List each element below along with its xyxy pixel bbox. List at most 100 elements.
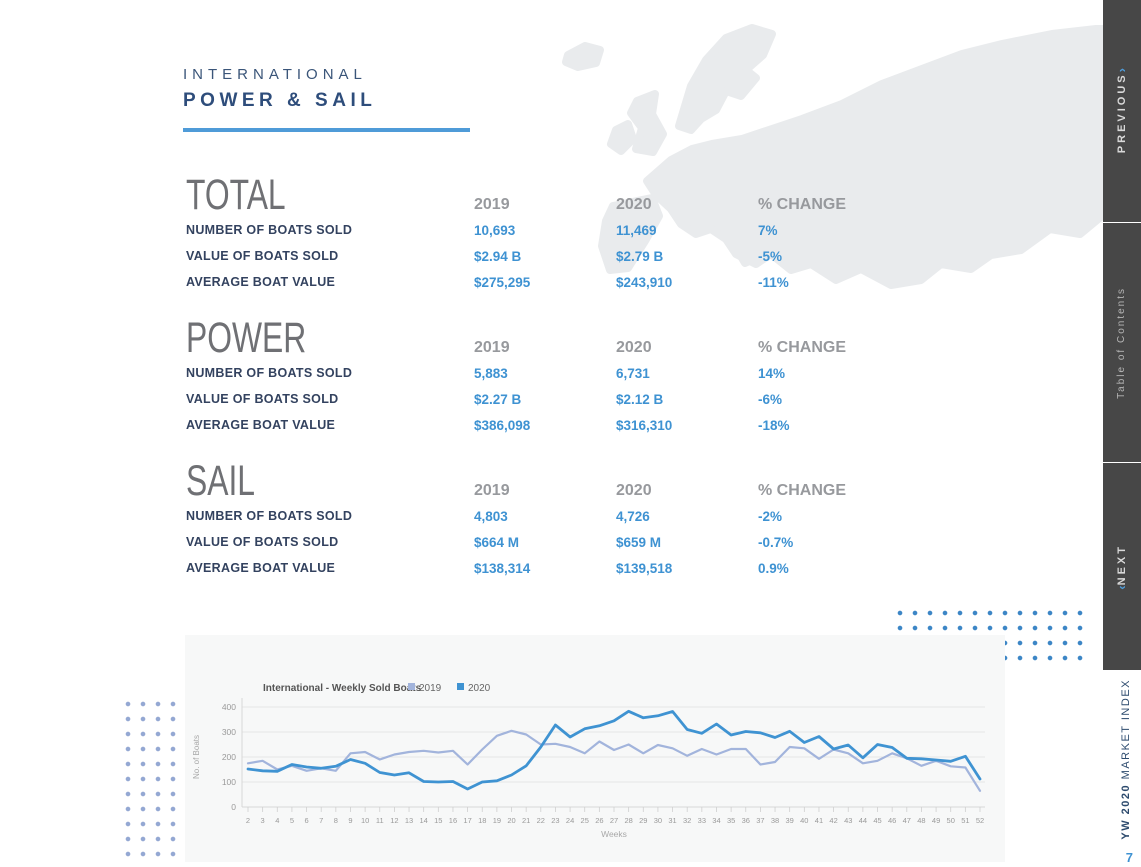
svg-text:46: 46 [888, 816, 896, 825]
value-change: -5% [758, 248, 783, 264]
value-2020: $2.79 B [616, 248, 664, 264]
header-kicker: INTERNATIONAL [183, 66, 367, 83]
svg-text:22: 22 [537, 816, 545, 825]
value-2019: $2.27 B [474, 391, 522, 407]
svg-text:11: 11 [376, 816, 384, 825]
svg-text:43: 43 [844, 816, 852, 825]
value-change: -11% [758, 274, 789, 290]
value-2019: $275,295 [474, 274, 531, 290]
svg-text:14: 14 [420, 816, 428, 825]
next-nav-button[interactable]: ‹NEXT [1103, 463, 1141, 670]
value-2020: 6,731 [616, 365, 650, 381]
report-footer-label: YW 2020 MARKET INDEX [1120, 679, 1132, 840]
map-ireland [607, 120, 637, 155]
page-number: 7 [1125, 850, 1133, 865]
value-2020: $2.12 B [616, 391, 664, 407]
svg-text:8: 8 [334, 816, 338, 825]
value-2020: $243,910 [616, 274, 673, 290]
svg-text:2019: 2019 [419, 683, 442, 694]
svg-text:16: 16 [449, 816, 457, 825]
svg-text:40: 40 [800, 816, 808, 825]
value-2019: $386,098 [474, 417, 531, 433]
next-label: NEXT [1116, 543, 1128, 585]
row-label: AVERAGE BOAT VALUE [186, 561, 336, 575]
map-iceland [562, 42, 604, 71]
svg-text:200: 200 [222, 752, 236, 762]
value-2019: $138,314 [474, 560, 531, 576]
svg-text:36: 36 [742, 816, 750, 825]
value-2020: $659 M [616, 534, 662, 550]
value-change: -6% [758, 391, 783, 407]
value-2020: 4,726 [616, 508, 650, 524]
svg-text:28: 28 [624, 816, 632, 825]
chevron-previous-icon: › [1114, 68, 1129, 73]
svg-text:17: 17 [463, 816, 471, 825]
svg-text:39: 39 [786, 816, 794, 825]
svg-text:2020: 2020 [468, 683, 491, 694]
svg-text:44: 44 [859, 816, 867, 825]
previous-label: PREVIOUS [1116, 72, 1128, 154]
row-label: AVERAGE BOAT VALUE [186, 275, 336, 289]
svg-text:29: 29 [639, 816, 647, 825]
column-header-change: % CHANGE [758, 196, 847, 213]
row-label: AVERAGE BOAT VALUE [186, 418, 336, 432]
svg-text:0: 0 [231, 802, 236, 812]
column-header-2020: 2020 [616, 482, 652, 499]
row-label: VALUE OF BOATS SOLD [186, 249, 339, 263]
svg-text:42: 42 [829, 816, 837, 825]
stats-table-power: POWER 2019 2020 % CHANGE NUMBER OF BOATS… [186, 310, 876, 438]
column-header-change: % CHANGE [758, 482, 847, 499]
value-change: -0.7% [758, 534, 794, 550]
value-2019: $2.94 B [474, 248, 522, 264]
section-title: TOTAL [186, 171, 286, 219]
svg-text:31: 31 [668, 816, 676, 825]
value-2019: 10,693 [474, 222, 516, 238]
svg-text:6: 6 [304, 816, 308, 825]
svg-text:20: 20 [507, 816, 515, 825]
map-scandinavia [675, 24, 776, 134]
svg-text:32: 32 [683, 816, 691, 825]
table-of-contents-button[interactable]: Table of Contents [1103, 223, 1141, 462]
section-title: POWER [186, 314, 307, 362]
weekly-sold-boats-chart: 0 100 200 300 400 2 3 4 5 6 7 8 9 10 11 12 13 14 15 16 17 18 1… [185, 635, 1005, 862]
svg-text:33: 33 [698, 816, 706, 825]
svg-text:15: 15 [434, 816, 442, 825]
svg-text:18: 18 [478, 816, 486, 825]
svg-text:9: 9 [348, 816, 352, 825]
page-header: INTERNATIONAL POWER & SAIL [183, 66, 470, 132]
svg-text:19: 19 [493, 816, 501, 825]
value-2020: $316,310 [616, 417, 673, 433]
svg-text:38: 38 [771, 816, 779, 825]
svg-text:4: 4 [275, 816, 279, 825]
svg-text:Weeks: Weeks [601, 829, 627, 839]
svg-text:7: 7 [319, 816, 323, 825]
svg-text:400: 400 [222, 702, 236, 712]
svg-text:5: 5 [290, 816, 294, 825]
svg-text:30: 30 [654, 816, 662, 825]
svg-text:12: 12 [390, 816, 398, 825]
svg-text:45: 45 [873, 816, 881, 825]
value-change: -18% [758, 417, 790, 433]
column-header-2019: 2019 [474, 482, 510, 499]
column-header-2020: 2020 [616, 339, 652, 356]
svg-text:No. of Boats: No. of Boats [192, 735, 201, 779]
previous-nav-button[interactable]: PREVIOUS› [1103, 0, 1141, 222]
row-label: NUMBER OF BOATS SOLD [186, 366, 353, 380]
svg-text:50: 50 [947, 816, 955, 825]
svg-text:2: 2 [246, 816, 250, 825]
svg-text:47: 47 [903, 816, 911, 825]
svg-text:300: 300 [222, 727, 236, 737]
map-anatolia [827, 190, 916, 235]
value-2019: 4,803 [474, 508, 508, 524]
value-2020: 11,469 [616, 222, 657, 238]
page-title: POWER & SAIL [183, 90, 377, 111]
row-label: VALUE OF BOATS SOLD [186, 535, 339, 549]
svg-text:13: 13 [405, 816, 413, 825]
row-label: VALUE OF BOATS SOLD [186, 392, 339, 406]
svg-text:41: 41 [815, 816, 823, 825]
footer-edition: YW 2020 [1120, 784, 1132, 840]
svg-text:37: 37 [756, 816, 764, 825]
header-rule [183, 128, 470, 132]
svg-text:3: 3 [261, 816, 265, 825]
